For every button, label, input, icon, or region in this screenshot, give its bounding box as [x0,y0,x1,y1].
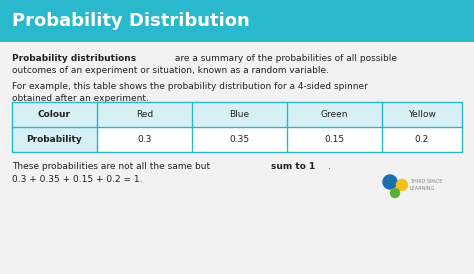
Text: LEARNING: LEARNING [410,186,436,191]
Circle shape [396,179,408,190]
Text: sum to 1: sum to 1 [271,162,316,171]
Text: 0.2: 0.2 [415,135,429,144]
FancyBboxPatch shape [12,127,97,152]
Text: are a summary of the probabilities of all possible: are a summary of the probabilities of al… [172,54,397,63]
Text: 0.35: 0.35 [229,135,250,144]
FancyBboxPatch shape [0,0,474,42]
Text: Probability: Probability [27,135,82,144]
Text: Yellow: Yellow [408,110,436,119]
Text: Probability Distribution: Probability Distribution [12,12,250,30]
Text: outcomes of an experiment or situation, known as a random variable.: outcomes of an experiment or situation, … [12,66,329,75]
Text: 0.3: 0.3 [137,135,152,144]
Text: 0.15: 0.15 [324,135,345,144]
Text: For example, this table shows the probability distribution for a 4-sided spinner: For example, this table shows the probab… [12,82,368,91]
Text: obtained after an experiment.: obtained after an experiment. [12,94,149,103]
Text: THIRD SPACE: THIRD SPACE [410,179,442,184]
Text: Green: Green [321,110,348,119]
Text: Probability distributions: Probability distributions [12,54,136,63]
Text: .: . [328,162,331,171]
FancyBboxPatch shape [12,102,462,127]
Text: 0.3 + 0.35 + 0.15 + 0.2 = 1.: 0.3 + 0.35 + 0.15 + 0.2 = 1. [12,175,143,184]
Text: Colour: Colour [38,110,71,119]
Text: Red: Red [136,110,153,119]
Text: Blue: Blue [229,110,250,119]
Text: These probabilities are not all the same but: These probabilities are not all the same… [12,162,213,171]
Circle shape [391,189,400,198]
Circle shape [383,175,397,189]
FancyBboxPatch shape [12,102,462,152]
